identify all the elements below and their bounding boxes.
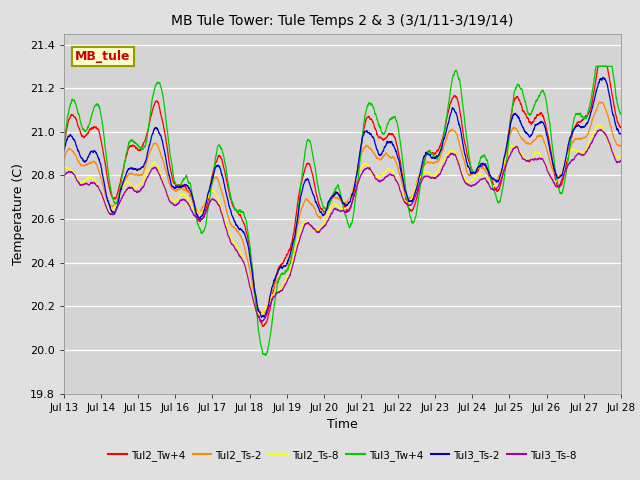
Legend: Tul2_Tw+4, Tul2_Ts-2, Tul2_Ts-8, Tul3_Tw+4, Tul3_Ts-2, Tul3_Ts-8: Tul2_Tw+4, Tul2_Ts-2, Tul2_Ts-8, Tul3_Tw…	[104, 445, 581, 465]
X-axis label: Time: Time	[327, 418, 358, 431]
Title: MB Tule Tower: Tule Temps 2 & 3 (3/1/11-3/19/14): MB Tule Tower: Tule Temps 2 & 3 (3/1/11-…	[172, 14, 513, 28]
Text: MB_tule: MB_tule	[75, 50, 131, 63]
Y-axis label: Temperature (C): Temperature (C)	[12, 163, 24, 264]
